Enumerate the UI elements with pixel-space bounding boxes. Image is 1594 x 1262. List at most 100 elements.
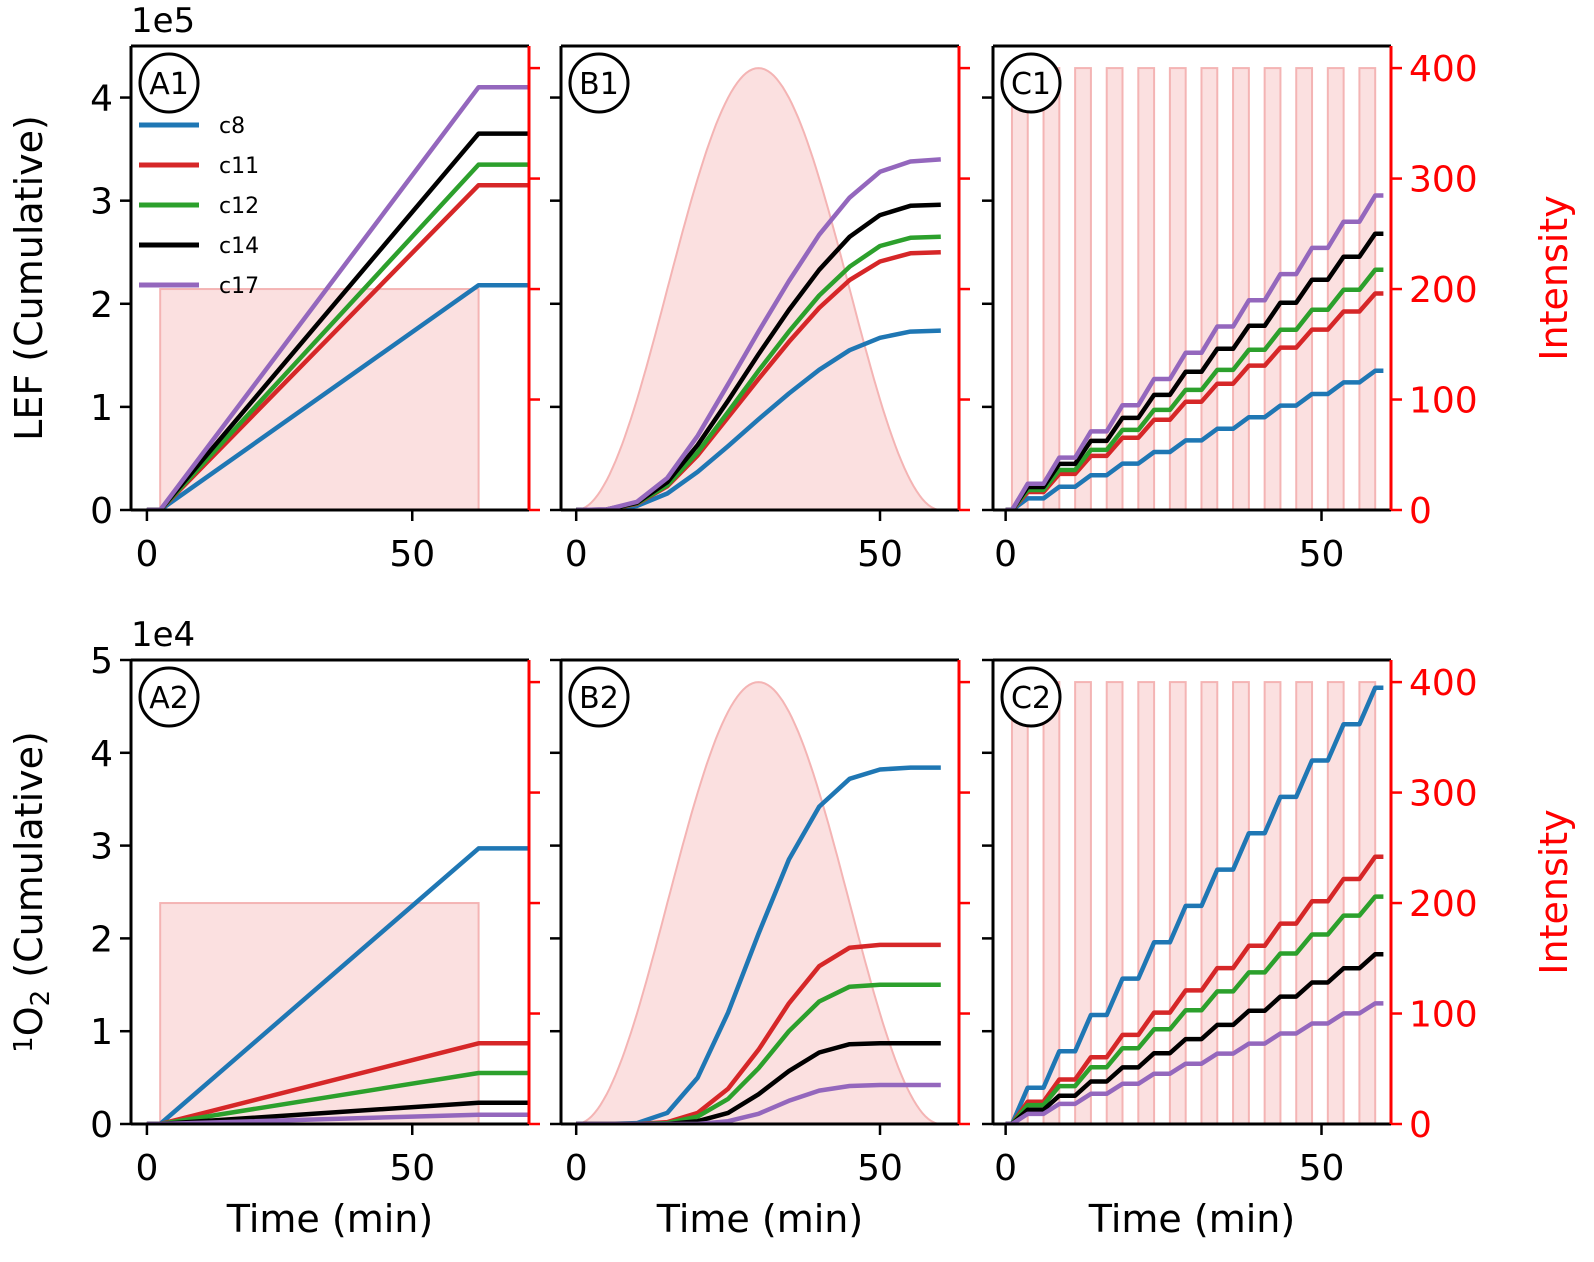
y-tick-label: 2 (90, 919, 113, 960)
legend-label-c12: c12 (219, 194, 259, 219)
light-pulse (1137, 67, 1156, 510)
series-line-c8 (146, 282, 529, 510)
x-tick-label: 0 (565, 1148, 588, 1189)
series-line-c14 (1005, 951, 1384, 1124)
light-pulse (1042, 67, 1061, 510)
panel-label: A2 (149, 681, 189, 716)
panel-label-circle (138, 666, 200, 728)
panel-b2: 0 50 Time (min) B2 (550, 658, 970, 1241)
series-line-c17 (1005, 193, 1384, 510)
light-pulse (1168, 681, 1187, 1124)
x-tick-label: 50 (857, 1148, 903, 1189)
y-tick-label: 3 (90, 182, 113, 223)
intensity-tick-label: 300 (1409, 160, 1478, 201)
series-line-c11 (576, 942, 941, 1124)
panel-label: A1 (149, 67, 189, 102)
series-line-c8 (1005, 685, 1384, 1124)
x-tick-label: 50 (389, 534, 435, 575)
panel-label-circle (568, 666, 630, 728)
y-tick-label: 3 (90, 827, 113, 868)
x-axis-label: Time (min) (656, 1197, 863, 1241)
series-line-c17 (576, 1082, 941, 1124)
panel-label-circle (1000, 666, 1062, 728)
x-tick-label: 50 (1299, 1148, 1345, 1189)
plot-area (1005, 681, 1384, 1124)
panel-a1: 0 1 2 3 4 0 50 1e5 LEF (Cumulative) A1 c8 c11 c12 c14… (7, 1, 540, 575)
plot-area (146, 846, 529, 1124)
series-line-c17 (1005, 1001, 1384, 1124)
x-tick-label: 50 (1299, 534, 1345, 575)
light-pulse (1200, 67, 1219, 510)
series-line-c12 (146, 1070, 529, 1124)
intensity-tick-label: 400 (1409, 663, 1478, 704)
x-tick-label: 50 (389, 1148, 435, 1189)
y-tick-label: 1 (90, 1012, 113, 1053)
light-pulse (1263, 681, 1282, 1124)
x-axis-label: Time (min) (1088, 1197, 1295, 1241)
y-tick-label: 0 (90, 1105, 113, 1146)
panel-c2: 0 50 0 100 200 300 400 Intensity Time (min) C2 (982, 658, 1576, 1241)
intensity-tick-label: 400 (1409, 49, 1478, 90)
plot-area (1005, 67, 1384, 510)
legend-label-c11: c11 (219, 154, 259, 179)
light-pulse (1326, 67, 1345, 510)
series-line-c11 (1005, 854, 1384, 1124)
x-tick-label: 50 (857, 534, 903, 575)
series-line-c11 (146, 1041, 529, 1124)
x-tick-label: 0 (565, 534, 588, 575)
light-pulse (1010, 681, 1029, 1124)
series-line-c14 (576, 1041, 941, 1124)
panel-b1: 0 50 B1 (550, 44, 970, 575)
series-line-c14 (146, 131, 529, 510)
x-tick-label: 0 (135, 1148, 158, 1189)
y-tick-label: 4 (90, 734, 113, 775)
intensity-tick-label: 0 (1409, 1105, 1432, 1146)
y-axis-label: 1O2 (Cumulative) (7, 731, 56, 1053)
axis-multiplier: 1e5 (131, 1, 195, 41)
series-line-c11 (146, 182, 529, 510)
legend: c8 c11 c12 c14 c17 (139, 114, 259, 299)
x-tick-label: 0 (994, 1148, 1017, 1189)
series-line-c12 (1005, 267, 1384, 510)
y-tick-label: 4 (90, 79, 113, 120)
plot-area (146, 84, 529, 510)
y-tick-label: 0 (90, 491, 113, 532)
series-line-c17 (146, 84, 529, 510)
y-tick-label: 5 (90, 641, 113, 682)
intensity-tick-label: 100 (1409, 381, 1478, 422)
panel-label-circle (138, 52, 200, 114)
series-line-c12 (146, 162, 529, 510)
series-line-c17 (146, 1112, 529, 1124)
panel-label: C1 (1011, 67, 1051, 102)
series-line-c8 (146, 846, 529, 1124)
legend-label-c14: c14 (219, 234, 259, 259)
series-line-c8 (1005, 368, 1384, 510)
intensity-tick-label: 0 (1409, 491, 1432, 532)
y-axis-label: LEF (Cumulative) (7, 115, 51, 441)
intensity-tick-label: 200 (1409, 884, 1478, 925)
light-profile (576, 67, 941, 510)
panel-c1: 0 50 0 100 200 300 400 Intensity C1 (982, 44, 1576, 575)
series-line-c17 (576, 157, 941, 510)
series-line-c14 (146, 1100, 529, 1124)
intensity-label: Intensity (1532, 809, 1576, 974)
intensity-label: Intensity (1532, 195, 1576, 360)
panel-label-circle (1000, 52, 1062, 114)
x-axis-label: Time (min) (226, 1197, 433, 1241)
light-pulse (1326, 681, 1345, 1124)
light-profile (576, 681, 941, 1124)
intensity-tick-label: 200 (1409, 270, 1478, 311)
panel-label: C2 (1011, 681, 1051, 716)
legend-label-c8: c8 (219, 114, 245, 139)
intensity-tick-label: 100 (1409, 995, 1478, 1036)
light-profile (159, 902, 480, 1124)
y-tick-label: 1 (90, 388, 113, 429)
series-line-c14 (1005, 231, 1384, 510)
x-tick-label: 0 (135, 534, 158, 575)
panel-label: B1 (579, 67, 619, 102)
series-line-c12 (576, 982, 941, 1124)
axis-multiplier: 1e4 (131, 615, 195, 655)
series-line-c12 (1005, 894, 1384, 1124)
